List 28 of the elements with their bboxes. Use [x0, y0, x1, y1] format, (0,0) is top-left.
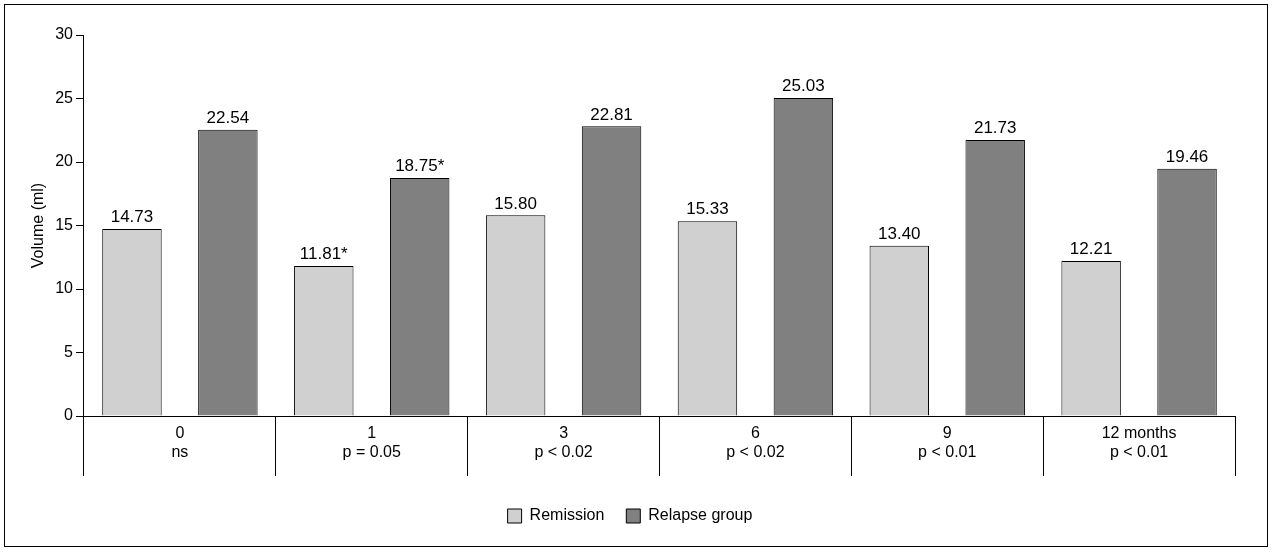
- x-tick-label: 0 ns: [171, 424, 189, 461]
- data-label: 18.75*: [395, 156, 445, 176]
- y-tick-label: 15: [55, 215, 74, 233]
- y-tick-label: 20: [55, 152, 74, 170]
- y-tick-label: 5: [64, 342, 74, 360]
- y-axis-title: Volume (ml): [29, 182, 47, 269]
- x-tick-label: 6 p < 0.02: [726, 424, 785, 461]
- data-label: 22.54: [206, 107, 250, 127]
- data-label: 19.46: [1165, 147, 1209, 167]
- x-tick-label: 3 p < 0.02: [534, 424, 593, 461]
- data-label: 15.33: [686, 199, 729, 219]
- data-label: 13.40: [878, 224, 921, 244]
- y-tick-label: 10: [55, 279, 74, 297]
- y-tick-label: 25: [55, 88, 74, 106]
- data-label: 22.81: [590, 104, 633, 124]
- y-tick-label: 0: [64, 406, 74, 424]
- legend-label: Remission: [529, 506, 605, 524]
- data-label: 15.80: [494, 193, 537, 213]
- data-label: 14.73: [110, 207, 154, 227]
- x-tick-label: 12 months p < 0.01: [1101, 424, 1177, 461]
- data-label: 12.21: [1069, 239, 1113, 259]
- data-label: 21.73: [973, 118, 1017, 138]
- data-label: 25.03: [782, 76, 825, 96]
- data-label: 11.81*: [299, 244, 349, 264]
- y-tick-label: 30: [55, 25, 74, 43]
- x-tick-label: 9 p < 0.01: [918, 424, 977, 461]
- x-tick-label: 1 p = 0.05: [342, 424, 401, 461]
- legend-label: Relapse group: [648, 506, 753, 524]
